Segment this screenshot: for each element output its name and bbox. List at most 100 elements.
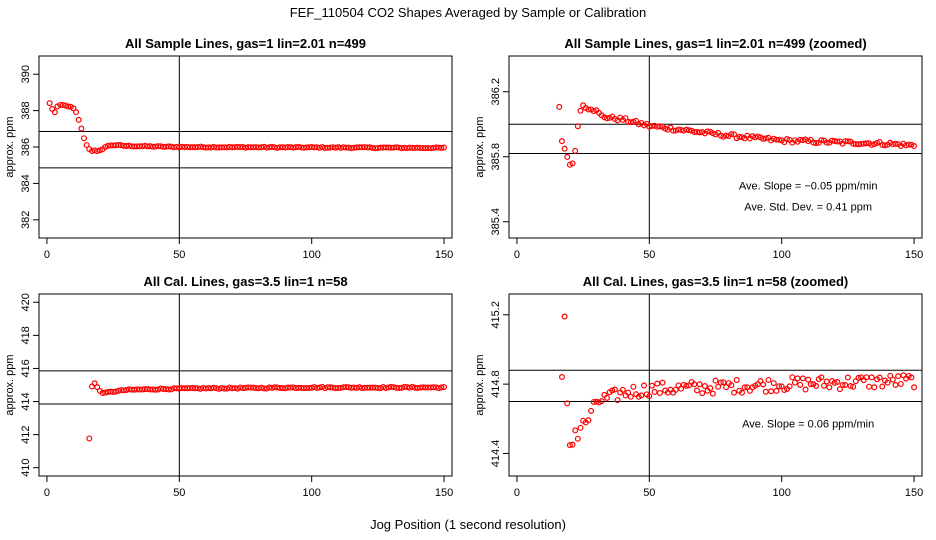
data-point: [165, 143, 172, 150]
data-point: [728, 382, 735, 389]
data-point: [818, 137, 825, 144]
data-point: [887, 372, 894, 379]
data-point: [799, 137, 806, 144]
data-point: [102, 389, 109, 396]
data-point: [585, 417, 592, 424]
data-point: [773, 387, 780, 394]
y-tick-label: 415.2: [490, 301, 502, 329]
data-point: [306, 385, 313, 392]
annotation: Ave. Slope = −0.05 ppm/min: [739, 180, 878, 192]
x-tick-label: 0: [514, 249, 520, 261]
data-point: [828, 137, 835, 144]
x-tick-label: 150: [435, 249, 453, 261]
data-point: [871, 384, 878, 391]
data-point: [91, 380, 98, 387]
data-point: [572, 427, 579, 434]
data-point: [654, 380, 661, 387]
data-point: [892, 382, 899, 389]
data-point: [754, 133, 761, 140]
data-point: [630, 383, 637, 390]
data-point: [760, 381, 767, 388]
data-point: [683, 126, 690, 133]
y-axis-label: approx. ppm: [474, 354, 486, 415]
data-point: [807, 381, 814, 388]
data-point: [693, 387, 700, 394]
x-tick-label: 50: [643, 249, 655, 261]
data-point: [715, 383, 722, 390]
data-point: [441, 383, 448, 390]
data-point: [572, 147, 579, 154]
data-point: [564, 400, 571, 407]
annotation: Ave. Slope = 0.06 ppm/min: [742, 418, 874, 430]
data-point: [897, 380, 904, 387]
data-point: [720, 379, 727, 386]
data-point: [789, 374, 796, 381]
data-point: [441, 144, 448, 151]
y-tick-label: 414: [20, 392, 32, 410]
data-point: [738, 389, 745, 396]
data-point: [670, 127, 677, 134]
x-axis-caption: Jog Position (1 second resolution): [370, 517, 566, 532]
data-point: [847, 383, 854, 390]
data-point: [569, 441, 576, 448]
data-point: [736, 133, 743, 140]
data-point: [366, 144, 373, 151]
data-point: [86, 435, 93, 442]
data-point: [741, 384, 748, 391]
x-tick-label: 150: [905, 249, 923, 261]
data-point: [614, 397, 621, 404]
data-point: [574, 123, 581, 130]
data-point: [704, 128, 711, 135]
data-point: [799, 375, 806, 382]
data-point: [760, 135, 767, 142]
y-tick-label: 386: [20, 138, 32, 156]
y-tick-label: 382: [20, 211, 32, 229]
data-point: [873, 139, 880, 146]
plot-frame: [508, 293, 923, 477]
data-point: [393, 144, 400, 151]
data-point: [126, 142, 133, 149]
data-point: [651, 388, 658, 395]
data-point: [75, 116, 82, 123]
data-point: [197, 143, 204, 150]
x-tick-label: 100: [773, 249, 791, 261]
data-point: [855, 374, 862, 381]
data-point: [577, 424, 584, 431]
data-point: [895, 373, 902, 380]
data-point: [78, 125, 85, 132]
data-point: [438, 144, 445, 151]
data-point: [577, 107, 584, 114]
data-point: [733, 376, 740, 383]
data-point: [648, 382, 655, 389]
x-tick-label: 150: [905, 487, 923, 499]
data-point: [866, 383, 873, 390]
data-point: [770, 380, 777, 387]
data-point: [776, 136, 783, 143]
data-point: [850, 383, 857, 390]
data-point: [884, 379, 891, 386]
panel-title: All Cal. Lines, gas=3.5 lin=1 n=58: [143, 274, 347, 289]
data-point: [717, 379, 724, 386]
data-point: [558, 374, 565, 381]
panel-4: All Cal. Lines, gas=3.5 lin=1 n=58 (zoom…: [474, 274, 923, 499]
data-point: [427, 145, 434, 152]
y-tick-label: 385.8: [490, 143, 502, 171]
data-point: [656, 123, 663, 130]
data-point: [382, 385, 389, 392]
data-point: [699, 390, 706, 397]
y-tick-label: 412: [20, 425, 32, 443]
data-point: [313, 385, 320, 392]
data-point: [707, 385, 714, 392]
data-point: [709, 390, 716, 397]
data-point: [611, 386, 618, 393]
data-point: [152, 386, 159, 393]
data-point: [118, 142, 125, 149]
data-point: [556, 103, 563, 110]
data-point: [813, 382, 820, 389]
x-tick-label: 50: [173, 249, 185, 261]
data-point: [51, 109, 58, 116]
data-point: [561, 145, 568, 152]
data-point: [794, 375, 801, 382]
panel-2: All Sample Lines, gas=1 lin=2.01 n=499 (…: [474, 36, 923, 261]
data-point: [844, 138, 851, 145]
